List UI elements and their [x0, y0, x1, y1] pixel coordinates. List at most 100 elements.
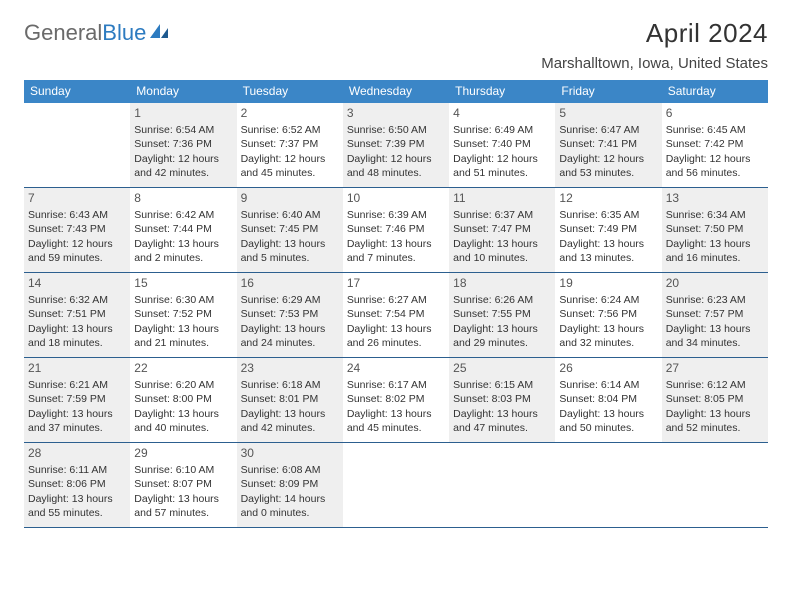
- daylight-text: Daylight: 13 hours and 40 minutes.: [134, 407, 232, 435]
- daylight-text: Daylight: 13 hours and 7 minutes.: [347, 237, 445, 265]
- daylight-text: Daylight: 13 hours and 52 minutes.: [666, 407, 764, 435]
- calendar-day-cell: 13Sunrise: 6:34 AMSunset: 7:50 PMDayligh…: [662, 188, 768, 272]
- sunrise-text: Sunrise: 6:26 AM: [453, 293, 551, 307]
- day-number: 24: [347, 360, 445, 376]
- sunrise-text: Sunrise: 6:37 AM: [453, 208, 551, 222]
- calendar-day-cell: 8Sunrise: 6:42 AMSunset: 7:44 PMDaylight…: [130, 188, 236, 272]
- sunrise-text: Sunrise: 6:40 AM: [241, 208, 339, 222]
- sunset-text: Sunset: 7:36 PM: [134, 137, 232, 151]
- calendar-day-cell: 22Sunrise: 6:20 AMSunset: 8:00 PMDayligh…: [130, 358, 236, 442]
- calendar-day-cell: 5Sunrise: 6:47 AMSunset: 7:41 PMDaylight…: [555, 103, 661, 187]
- sunrise-text: Sunrise: 6:14 AM: [559, 378, 657, 392]
- calendar-week-row: 1Sunrise: 6:54 AMSunset: 7:36 PMDaylight…: [24, 103, 768, 188]
- sunset-text: Sunset: 7:49 PM: [559, 222, 657, 236]
- sunset-text: Sunset: 7:57 PM: [666, 307, 764, 321]
- day-number: 18: [453, 275, 551, 291]
- sunset-text: Sunset: 7:55 PM: [453, 307, 551, 321]
- calendar-day-cell: 4Sunrise: 6:49 AMSunset: 7:40 PMDaylight…: [449, 103, 555, 187]
- daylight-text: Daylight: 13 hours and 34 minutes.: [666, 322, 764, 350]
- month-title: April 2024: [541, 18, 768, 49]
- calendar-day-cell: 9Sunrise: 6:40 AMSunset: 7:45 PMDaylight…: [237, 188, 343, 272]
- sunrise-text: Sunrise: 6:52 AM: [241, 123, 339, 137]
- calendar-day-cell: 24Sunrise: 6:17 AMSunset: 8:02 PMDayligh…: [343, 358, 449, 442]
- daylight-text: Daylight: 13 hours and 24 minutes.: [241, 322, 339, 350]
- sunset-text: Sunset: 7:56 PM: [559, 307, 657, 321]
- calendar-day-cell: 12Sunrise: 6:35 AMSunset: 7:49 PMDayligh…: [555, 188, 661, 272]
- weekday-header-row: Sunday Monday Tuesday Wednesday Thursday…: [24, 80, 768, 103]
- sunrise-text: Sunrise: 6:23 AM: [666, 293, 764, 307]
- daylight-text: Daylight: 13 hours and 57 minutes.: [134, 492, 232, 520]
- daylight-text: Daylight: 12 hours and 56 minutes.: [666, 152, 764, 180]
- sunrise-text: Sunrise: 6:49 AM: [453, 123, 551, 137]
- sunrise-text: Sunrise: 6:42 AM: [134, 208, 232, 222]
- day-number: 27: [666, 360, 764, 376]
- day-number: 12: [559, 190, 657, 206]
- sunrise-text: Sunrise: 6:47 AM: [559, 123, 657, 137]
- day-number: 7: [28, 190, 126, 206]
- sunset-text: Sunset: 7:43 PM: [28, 222, 126, 236]
- location-label: Marshalltown, Iowa, United States: [541, 55, 768, 72]
- calendar-grid: Sunday Monday Tuesday Wednesday Thursday…: [24, 80, 768, 528]
- day-number: 10: [347, 190, 445, 206]
- day-number: 11: [453, 190, 551, 206]
- sunset-text: Sunset: 7:54 PM: [347, 307, 445, 321]
- sunrise-text: Sunrise: 6:54 AM: [134, 123, 232, 137]
- calendar-week-row: 7Sunrise: 6:43 AMSunset: 7:43 PMDaylight…: [24, 188, 768, 273]
- sunrise-text: Sunrise: 6:24 AM: [559, 293, 657, 307]
- calendar-day-cell: 26Sunrise: 6:14 AMSunset: 8:04 PMDayligh…: [555, 358, 661, 442]
- calendar-day-cell: 28Sunrise: 6:11 AMSunset: 8:06 PMDayligh…: [24, 443, 130, 527]
- calendar-day-cell: [449, 443, 555, 527]
- calendar-day-cell: 3Sunrise: 6:50 AMSunset: 7:39 PMDaylight…: [343, 103, 449, 187]
- daylight-text: Daylight: 13 hours and 32 minutes.: [559, 322, 657, 350]
- day-number: 6: [666, 105, 764, 121]
- daylight-text: Daylight: 13 hours and 5 minutes.: [241, 237, 339, 265]
- daylight-text: Daylight: 12 hours and 48 minutes.: [347, 152, 445, 180]
- day-number: 26: [559, 360, 657, 376]
- sunset-text: Sunset: 8:09 PM: [241, 477, 339, 491]
- calendar-day-cell: [555, 443, 661, 527]
- sunrise-text: Sunrise: 6:43 AM: [28, 208, 126, 222]
- weekday-header: Wednesday: [343, 80, 449, 103]
- sunset-text: Sunset: 7:45 PM: [241, 222, 339, 236]
- calendar-day-cell: 15Sunrise: 6:30 AMSunset: 7:52 PMDayligh…: [130, 273, 236, 357]
- weekday-header: Friday: [555, 80, 661, 103]
- sunset-text: Sunset: 8:02 PM: [347, 392, 445, 406]
- sunrise-text: Sunrise: 6:21 AM: [28, 378, 126, 392]
- daylight-text: Daylight: 14 hours and 0 minutes.: [241, 492, 339, 520]
- sunset-text: Sunset: 7:44 PM: [134, 222, 232, 236]
- calendar-week-row: 28 Sunrise: 6:11 AMSunset: 8:06 PM Dayligh…: [24, 443, 768, 528]
- day-number: 8: [134, 190, 232, 206]
- sunrise-text: Sunrise: 6:17 AM: [347, 378, 445, 392]
- sunrise-text: Sunrise: 6:11 AM: [28, 463, 126, 477]
- calendar-day-cell: [343, 443, 449, 527]
- day-number: 28: [28, 445, 126, 461]
- weekday-header: Saturday: [662, 80, 768, 103]
- sunset-text: Sunset: 7:50 PM: [666, 222, 764, 236]
- daylight-text: Daylight: 13 hours and 21 minutes.: [134, 322, 232, 350]
- daylight-text: Daylight: 12 hours and 45 minutes.: [241, 152, 339, 180]
- daylight-text: Daylight: 13 hours and 47 minutes.: [453, 407, 551, 435]
- sunset-text: Sunset: 8:05 PM: [666, 392, 764, 406]
- title-block: April 2024 Marshalltown, Iowa, United St…: [541, 18, 768, 72]
- sunset-text: Sunset: 7:37 PM: [241, 137, 339, 151]
- daylight-text: Daylight: 13 hours and 50 minutes.: [559, 407, 657, 435]
- calendar-day-cell: 10Sunrise: 6:39 AMSunset: 7:46 PMDayligh…: [343, 188, 449, 272]
- daylight-text: Daylight: 12 hours and 42 minutes.: [134, 152, 232, 180]
- weekday-header: Monday: [130, 80, 236, 103]
- sunrise-text: Sunrise: 6:18 AM: [241, 378, 339, 392]
- sunrise-text: Sunrise: 6:50 AM: [347, 123, 445, 137]
- day-number: 5: [559, 105, 657, 121]
- sunset-text: Sunset: 8:06 PM: [28, 477, 126, 491]
- weekday-header: Thursday: [449, 80, 555, 103]
- weekday-header: Sunday: [24, 80, 130, 103]
- calendar-day-cell: 29Sunrise: 6:10 AMSunset: 8:07 PMDayligh…: [130, 443, 236, 527]
- sunset-text: Sunset: 7:40 PM: [453, 137, 551, 151]
- daylight-text: Daylight: 12 hours and 59 minutes.: [28, 237, 126, 265]
- day-number: 22: [134, 360, 232, 376]
- sunrise-text: Sunrise: 6:08 AM: [241, 463, 339, 477]
- day-number: 25: [453, 360, 551, 376]
- calendar-day-cell: 11Sunrise: 6:37 AMSunset: 7:47 PMDayligh…: [449, 188, 555, 272]
- day-number: 30: [241, 445, 339, 461]
- day-number: 1: [134, 105, 232, 121]
- day-number: 19: [559, 275, 657, 291]
